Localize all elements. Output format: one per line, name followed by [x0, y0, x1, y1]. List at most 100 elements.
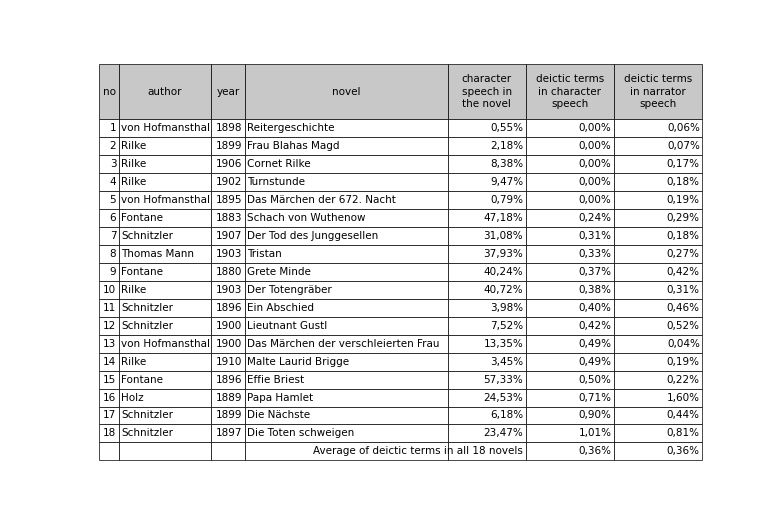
- Bar: [211, 245, 245, 263]
- Text: author: author: [148, 87, 182, 97]
- Bar: [526, 335, 614, 353]
- Text: 0,00%: 0,00%: [579, 124, 612, 133]
- Bar: [99, 119, 119, 137]
- Bar: [119, 263, 211, 281]
- Bar: [211, 173, 245, 191]
- Bar: [99, 299, 119, 317]
- Bar: [448, 191, 526, 209]
- Bar: [526, 406, 614, 425]
- Bar: [526, 173, 614, 191]
- Bar: [119, 335, 211, 353]
- Bar: [245, 263, 448, 281]
- Bar: [119, 371, 211, 389]
- Text: Fontane: Fontane: [121, 375, 163, 385]
- Text: Das Märchen der 672. Nacht: Das Märchen der 672. Nacht: [247, 195, 396, 205]
- Text: 1903: 1903: [216, 249, 242, 259]
- Text: 0,04%: 0,04%: [667, 339, 700, 349]
- Bar: [119, 299, 211, 317]
- Text: 0,37%: 0,37%: [579, 267, 612, 277]
- Text: 3,45%: 3,45%: [490, 357, 523, 366]
- Text: 57,33%: 57,33%: [483, 375, 523, 385]
- Text: 40,24%: 40,24%: [483, 267, 523, 277]
- Text: 0,17%: 0,17%: [667, 159, 700, 169]
- Text: 9: 9: [109, 267, 117, 277]
- Text: 1899: 1899: [216, 141, 242, 151]
- Bar: [211, 371, 245, 389]
- Bar: [245, 425, 448, 442]
- Bar: [99, 317, 119, 335]
- Bar: [448, 335, 526, 353]
- Text: Cornet Rilke: Cornet Rilke: [247, 159, 311, 169]
- Text: 0,19%: 0,19%: [667, 357, 700, 366]
- Bar: [448, 155, 526, 173]
- Bar: [245, 335, 448, 353]
- Bar: [99, 173, 119, 191]
- Bar: [211, 209, 245, 227]
- Text: deictic terms
in narrator
speech: deictic terms in narrator speech: [624, 74, 692, 109]
- Text: Turnstunde: Turnstunde: [247, 177, 306, 187]
- Text: 0,46%: 0,46%: [667, 303, 700, 313]
- Bar: [99, 155, 119, 173]
- Bar: [99, 227, 119, 245]
- Text: 1900: 1900: [217, 339, 242, 349]
- Bar: [614, 371, 702, 389]
- Bar: [526, 299, 614, 317]
- Bar: [526, 209, 614, 227]
- Bar: [119, 119, 211, 137]
- Text: 0,42%: 0,42%: [579, 321, 612, 331]
- Text: 0,19%: 0,19%: [667, 195, 700, 205]
- Text: von Hofmansthal: von Hofmansthal: [121, 339, 210, 349]
- Bar: [211, 263, 245, 281]
- Text: Fontane: Fontane: [121, 213, 163, 223]
- Bar: [448, 353, 526, 371]
- Text: 0,81%: 0,81%: [667, 429, 700, 439]
- Bar: [245, 406, 448, 425]
- Text: 1883: 1883: [216, 213, 242, 223]
- Text: 0,50%: 0,50%: [579, 375, 612, 385]
- Text: 0,49%: 0,49%: [579, 357, 612, 366]
- Bar: [99, 263, 119, 281]
- Text: 0,52%: 0,52%: [667, 321, 700, 331]
- Bar: [614, 119, 702, 137]
- Text: 6: 6: [109, 213, 117, 223]
- Text: 0,00%: 0,00%: [579, 195, 612, 205]
- Text: 40,72%: 40,72%: [483, 285, 523, 295]
- Text: 0,00%: 0,00%: [579, 177, 612, 187]
- Text: Rilke: Rilke: [121, 357, 146, 366]
- Text: 0,40%: 0,40%: [579, 303, 612, 313]
- Bar: [448, 173, 526, 191]
- Bar: [448, 299, 526, 317]
- Bar: [614, 442, 702, 460]
- Bar: [614, 155, 702, 173]
- Text: Average of deictic terms in all 18 novels: Average of deictic terms in all 18 novel…: [314, 446, 523, 456]
- Text: von Hofmansthal: von Hofmansthal: [121, 195, 210, 205]
- Text: 1896: 1896: [216, 375, 242, 385]
- Text: 37,93%: 37,93%: [483, 249, 523, 259]
- Bar: [211, 155, 245, 173]
- Bar: [526, 137, 614, 155]
- Bar: [448, 209, 526, 227]
- Text: 3,98%: 3,98%: [490, 303, 523, 313]
- Text: Die Toten schweigen: Die Toten schweigen: [247, 429, 354, 439]
- Text: 5: 5: [109, 195, 117, 205]
- Bar: [448, 227, 526, 245]
- Text: deictic terms
in character
speech: deictic terms in character speech: [536, 74, 604, 109]
- Text: Effie Briest: Effie Briest: [247, 375, 304, 385]
- Text: Rilke: Rilke: [121, 159, 146, 169]
- Bar: [614, 64, 702, 119]
- Text: 0,18%: 0,18%: [667, 177, 700, 187]
- Text: 0,55%: 0,55%: [490, 124, 523, 133]
- Bar: [614, 353, 702, 371]
- Text: 1895: 1895: [216, 195, 242, 205]
- Bar: [119, 245, 211, 263]
- Text: 7: 7: [109, 231, 117, 241]
- Text: 1897: 1897: [216, 429, 242, 439]
- Bar: [119, 317, 211, 335]
- Bar: [526, 64, 614, 119]
- Bar: [448, 442, 526, 460]
- Bar: [614, 137, 702, 155]
- Text: 1898: 1898: [216, 124, 242, 133]
- Bar: [211, 191, 245, 209]
- Bar: [448, 389, 526, 406]
- Text: 17: 17: [103, 411, 117, 420]
